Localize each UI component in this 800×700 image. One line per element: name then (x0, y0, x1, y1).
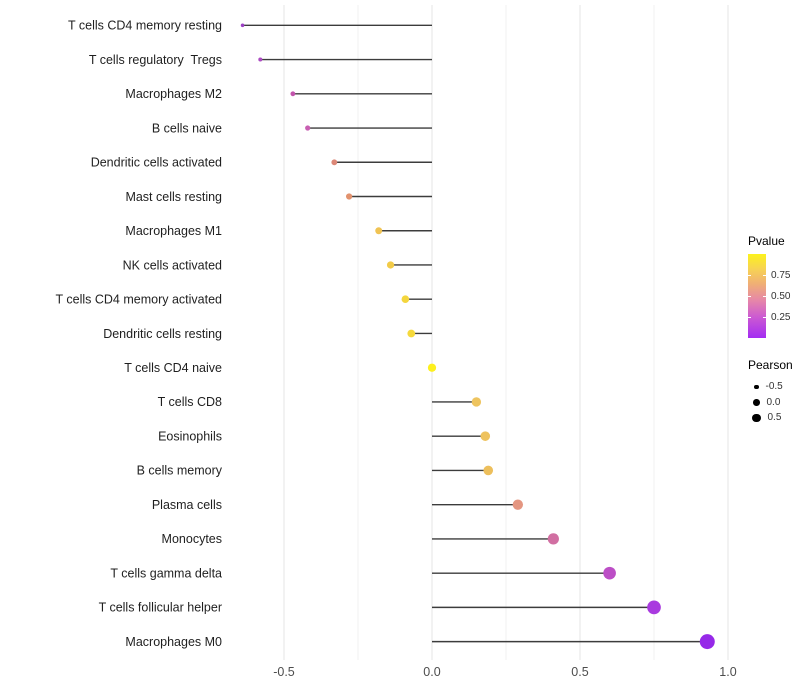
data-point (331, 159, 338, 166)
y-axis-label: T cells regulatory Tregs (89, 53, 222, 67)
y-axis-label: Dendritic cells resting (103, 327, 222, 341)
y-axis-label: Dendritic cells activated (91, 156, 222, 170)
y-axis-label: Macrophages M1 (125, 224, 222, 238)
y-axis-label: Macrophages M0 (125, 635, 222, 649)
y-axis-label: B cells memory (137, 464, 223, 478)
data-point (427, 363, 437, 372)
data-point (471, 397, 482, 407)
data-point (386, 261, 395, 269)
y-axis-label: T cells CD4 memory activated (56, 293, 223, 307)
data-point (407, 329, 416, 338)
data-point (290, 91, 296, 97)
y-axis-label: Eosinophils (158, 429, 222, 443)
y-axis-label: T cells CD4 naive (124, 361, 222, 375)
y-axis-label: Plasma cells (152, 498, 222, 512)
y-axis-label: Mast cells resting (125, 190, 222, 204)
x-axis-tick-label: 1.0 (719, 665, 736, 679)
data-point (240, 23, 245, 28)
x-axis-tick-label: 0.0 (423, 665, 440, 679)
data-point (603, 566, 616, 580)
x-axis-tick-label: -0.5 (273, 665, 295, 679)
data-point (346, 193, 353, 200)
y-axis-label: T cells CD4 memory resting (68, 19, 222, 33)
data-point (375, 227, 383, 235)
y-axis-label: T cells CD8 (158, 395, 222, 409)
y-axis-label: T cells gamma delta (110, 566, 222, 580)
y-axis-label: T cells follicular helper (99, 601, 222, 615)
data-point (547, 533, 559, 545)
data-point (401, 295, 410, 304)
data-point (647, 600, 661, 615)
x-axis-tick-label: 0.5 (571, 665, 588, 679)
y-axis-label: B cells naive (152, 121, 222, 135)
data-point (512, 499, 524, 510)
data-point (305, 125, 311, 131)
data-point (258, 57, 263, 62)
data-point (699, 634, 715, 650)
y-axis-label: NK cells activated (123, 258, 222, 272)
y-axis-label: Macrophages M2 (125, 87, 222, 101)
data-point (483, 465, 494, 476)
data-point (480, 431, 491, 441)
y-axis-label: Monocytes (162, 532, 222, 546)
